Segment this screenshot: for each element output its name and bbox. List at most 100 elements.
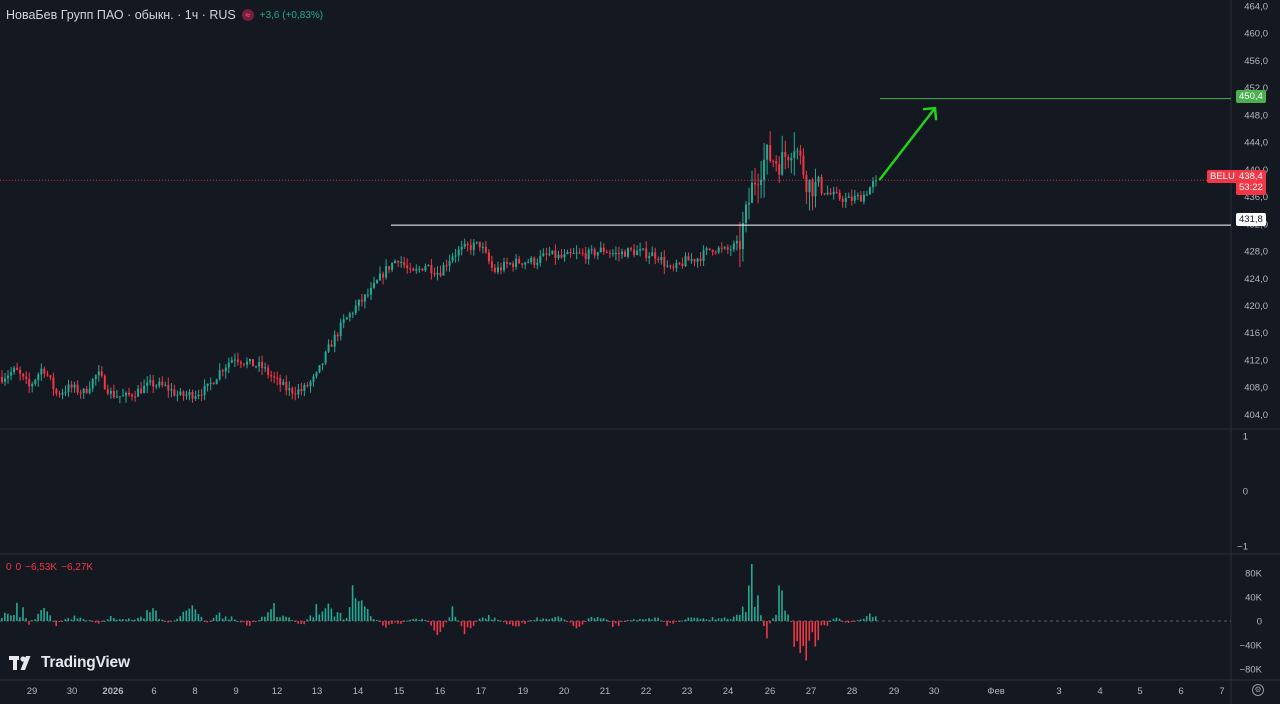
volume-bar [176, 618, 178, 621]
candle-body [106, 389, 109, 394]
volume-bar [88, 620, 91, 622]
candle-body [551, 250, 554, 254]
volume-bar [122, 619, 124, 621]
candle-body [52, 377, 55, 390]
volume-bar [469, 621, 472, 629]
candle-body [363, 294, 366, 302]
candle-body [430, 265, 433, 274]
candle-body [288, 388, 291, 391]
candle-body [85, 388, 88, 393]
level-price-tag[interactable]: 431,8 [1236, 213, 1266, 226]
candle-body [291, 388, 294, 394]
volume-bar [125, 619, 127, 621]
volume-bar [778, 585, 780, 621]
target-arrow[interactable] [878, 106, 938, 181]
volume-bar [515, 621, 517, 627]
volume-bar [493, 617, 496, 621]
currency-icon[interactable]: ≈ [241, 9, 254, 21]
volume-bar [409, 619, 411, 621]
candle-body [611, 253, 614, 255]
volume-bar [693, 617, 696, 621]
volume-bar [850, 621, 853, 622]
candle-body [587, 249, 590, 260]
settings-icon[interactable]: ⚙ [1252, 684, 1264, 696]
volume-bar [466, 621, 469, 628]
volume-bar [823, 621, 826, 626]
volume-bar [61, 621, 64, 622]
volume-bar [433, 621, 436, 631]
candle-body [300, 389, 303, 392]
volume-bar [252, 621, 254, 623]
volume-bar [448, 617, 451, 621]
symbol-tag: BELU [1207, 170, 1238, 183]
candle-body [100, 371, 103, 376]
volume-legend-value: 0 [6, 562, 12, 573]
time-tick-label: 29 [889, 686, 900, 697]
volume-bar [639, 618, 641, 621]
candle-body [82, 388, 85, 393]
candle-body [557, 254, 560, 259]
candle-body [197, 394, 200, 397]
candle-body [657, 258, 660, 261]
volume-bar [575, 621, 578, 629]
volume-bar [560, 617, 563, 621]
price-tick-label: 436,0 [1244, 192, 1268, 203]
candle-body [563, 254, 566, 258]
candle-body [321, 363, 324, 366]
volume-bar [52, 620, 54, 622]
volume-bar [276, 617, 278, 621]
candle-body [212, 382, 215, 385]
price-tick-label: 456,0 [1244, 56, 1268, 67]
volume-bar [720, 618, 723, 621]
time-tick-label: 16 [435, 686, 446, 697]
time-tick-label: 13 [312, 686, 323, 697]
target-price-tag[interactable]: 450,4 [1236, 90, 1266, 103]
volume-bar [775, 614, 777, 621]
price-axis[interactable]: 464,0460,0456,0452,0448,0444,0440,0436,0… [1237, 2, 1268, 676]
tradingview-logo[interactable]: TradingView [9, 654, 130, 672]
candle-body [312, 376, 315, 382]
logo-text: TradingView [41, 654, 130, 671]
candle-body [357, 299, 360, 306]
candle-body [31, 384, 34, 387]
candle-body [524, 262, 527, 265]
candle-body [732, 243, 735, 250]
candle-body [711, 249, 714, 252]
volume-bar [158, 619, 160, 621]
volume-bar [460, 621, 463, 627]
candle-body [13, 367, 16, 372]
volume-bar [642, 619, 644, 621]
candle-body [636, 250, 639, 256]
volume-bar [424, 620, 426, 621]
volume-bar [297, 621, 299, 624]
candle-body [373, 283, 375, 288]
candle-body [693, 259, 696, 262]
candle-body [185, 394, 188, 396]
time-tick-label: 22 [641, 686, 652, 697]
candle-body [406, 265, 409, 269]
volume-bar [611, 621, 614, 627]
candle-body [460, 246, 463, 250]
candle-body [252, 359, 254, 367]
candle-body [826, 192, 829, 195]
volume-bar [197, 614, 200, 621]
volume-bar [745, 612, 747, 621]
volume-bar [327, 603, 330, 621]
time-tick-label: 30 [67, 686, 78, 697]
candle-body [669, 265, 672, 267]
candle-body [309, 381, 312, 387]
candle-body [448, 261, 451, 266]
candle-body [784, 151, 787, 157]
price-tick-label: 404,0 [1244, 410, 1268, 421]
candle-body [91, 379, 94, 389]
candle-body [336, 334, 339, 337]
volume-bar [769, 621, 771, 624]
volume-bar [106, 619, 109, 621]
time-axis[interactable]: 29 30 2026 6 8 9 12 13 14 15 16 17 19 20 21 22 23 24 26 27 2… [27, 686, 1225, 697]
volume-bar [40, 610, 42, 621]
candle-body [708, 248, 711, 250]
volume-bar [660, 620, 662, 622]
candle-body [799, 150, 802, 156]
symbol-title[interactable]: НоваБев Групп ПАО · обыкн. · 1ч · RUS [6, 8, 236, 22]
